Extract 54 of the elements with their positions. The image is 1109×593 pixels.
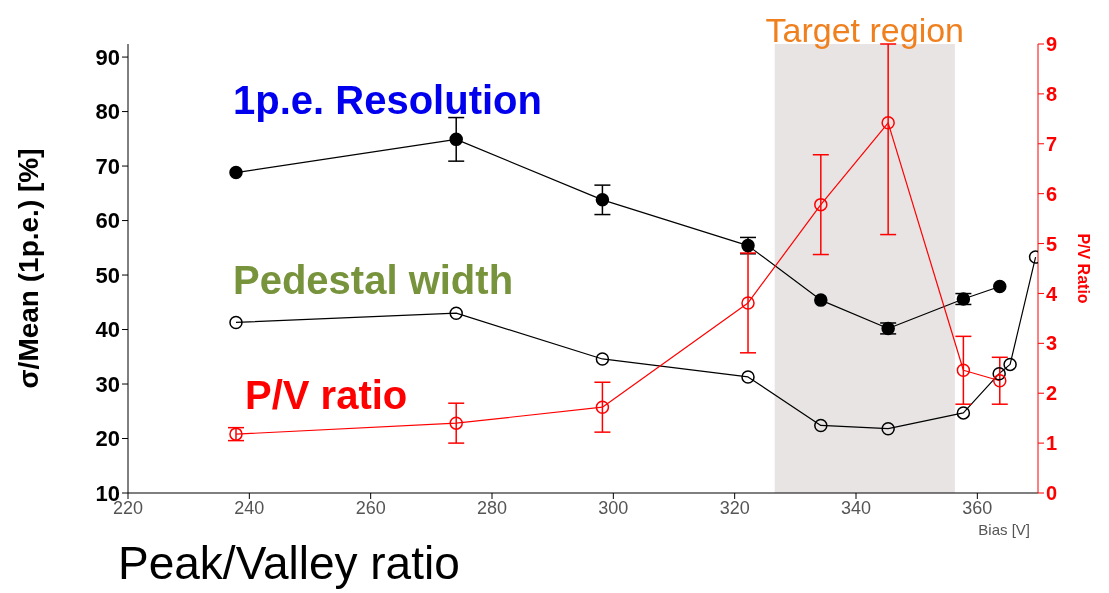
y-tick-label: 80 [95, 99, 120, 125]
point [1003, 357, 1017, 372]
y2-tick-label: 6 [1046, 182, 1058, 205]
series-label: 1p.e. Resolution [233, 78, 542, 123]
y2-tick-label: 1 [1046, 432, 1058, 455]
y2-tick-label: 9 [1046, 33, 1058, 56]
x-tick-label: 280 [476, 497, 508, 518]
x-axis-title: Bias [V] [978, 521, 1030, 538]
point [814, 197, 828, 212]
point [449, 132, 463, 147]
series-label: P/V ratio [245, 373, 408, 418]
point [449, 416, 463, 430]
point [814, 418, 828, 433]
point [595, 193, 610, 207]
point [741, 370, 755, 384]
y-tick-label: 90 [95, 44, 120, 70]
point [449, 306, 463, 320]
point [881, 116, 895, 130]
band-label: Target region [765, 11, 965, 49]
point [881, 421, 895, 436]
point [956, 363, 971, 378]
point [814, 293, 828, 307]
y-tick-label: 50 [95, 262, 120, 288]
x-tick-label: 260 [355, 497, 386, 518]
x-tick-label: 340 [840, 497, 872, 518]
point [741, 296, 755, 310]
y-tick-label: 70 [95, 153, 120, 179]
y2-tick-label: 5 [1046, 232, 1058, 255]
y-tick-label: 30 [95, 371, 120, 397]
x-tick-label: 320 [719, 497, 750, 518]
y-tick-label: 60 [95, 208, 120, 234]
x-tick-label: 240 [234, 497, 265, 518]
point [956, 406, 971, 420]
point [993, 374, 1007, 388]
y2-axis-title: P/V Ratio [1075, 233, 1093, 304]
point [229, 165, 243, 180]
y2-tick-label: 2 [1046, 382, 1058, 405]
point [595, 400, 610, 414]
point [992, 366, 1006, 381]
point [229, 315, 243, 330]
y2-tick-label: 7 [1046, 132, 1058, 155]
point [595, 352, 610, 366]
point [993, 279, 1007, 294]
y2-tick-label: 8 [1046, 82, 1058, 105]
y2-tick-label: 4 [1046, 282, 1058, 305]
y-tick-label: 40 [95, 317, 120, 343]
y-axis-title: σ/Mean (1p.e.) [%] [12, 148, 44, 389]
series-label: Pedestal width [233, 258, 514, 303]
x-tick-label: 360 [962, 497, 993, 518]
y-tick-label: 20 [95, 426, 120, 452]
y2-tick-label: 0 [1046, 482, 1058, 505]
y2-tick-label: 3 [1046, 332, 1058, 355]
x-tick-label: 300 [598, 497, 629, 518]
text: Peak/Valley ratio [118, 536, 460, 590]
